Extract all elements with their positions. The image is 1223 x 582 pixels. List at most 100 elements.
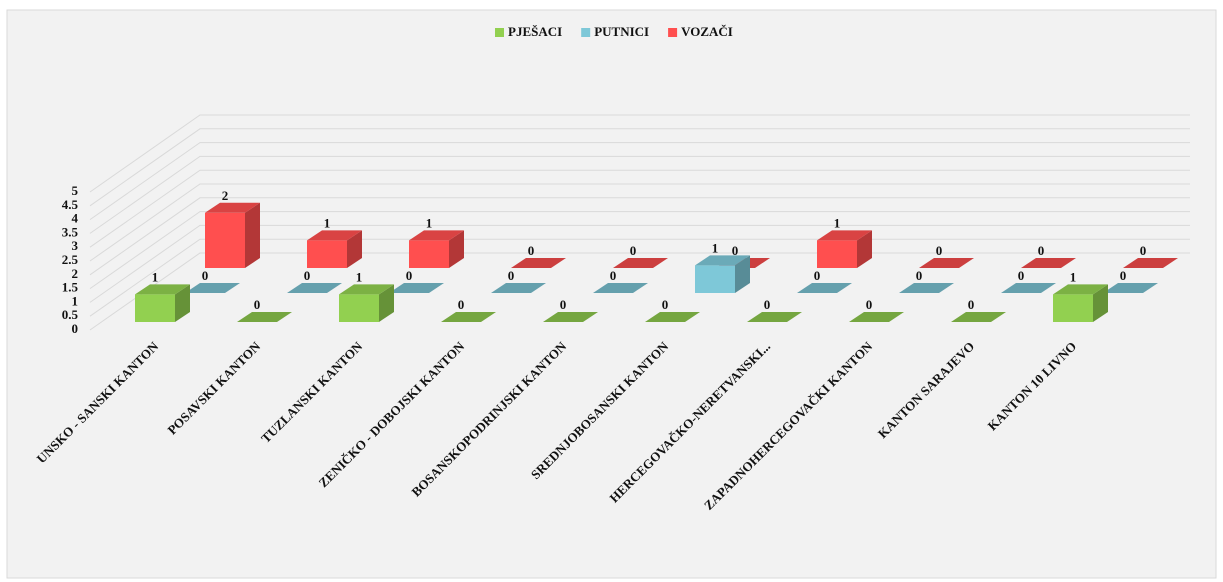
bar-top [849,312,904,322]
value-label: 1 [1070,269,1077,284]
bar-top [307,230,362,241]
value-label: 0 [968,297,975,312]
y-tick-label: 3 [72,238,79,253]
grid-line [89,155,1190,234]
value-label: 0 [458,297,465,312]
bar-side [379,284,394,322]
bar [409,230,464,268]
bar [1123,258,1178,268]
bar-top [409,230,464,241]
bar-front [695,265,735,293]
bar-top [645,312,700,322]
bar-top [695,255,750,266]
bar-top [511,258,566,268]
bar-side [245,202,260,268]
bar-top [899,283,954,293]
value-label: 0 [936,243,943,258]
grid-line [89,211,1190,290]
y-tick-label: 4 [72,211,79,226]
bar [441,312,496,322]
value-label: 2 [222,188,229,203]
value-label: 0 [630,243,637,258]
bar-top [491,283,546,293]
bar-top [593,283,648,293]
chart-area [6,9,1217,579]
value-label: 0 [304,268,311,283]
bar [205,202,260,268]
value-label: 1 [324,215,331,230]
value-label: 0 [254,297,261,312]
y-tick-label: 1 [72,293,79,308]
value-label: 0 [732,243,739,258]
bar [511,258,566,268]
value-label: 1 [834,215,841,230]
value-label: 0 [866,297,873,312]
bar-top [1103,283,1158,293]
bar-side [449,230,464,268]
bar-front [409,240,449,268]
legend-label: VOZAČI [681,24,733,39]
bar-front [135,294,175,322]
value-label: 1 [426,215,433,230]
value-label: 0 [202,268,209,283]
bar-top [613,258,668,268]
bar [237,312,292,322]
grid-line [89,142,1190,221]
value-label: 0 [560,297,567,312]
y-tick-label: 4.5 [62,197,79,212]
bar-top [543,312,598,322]
value-label: 0 [1120,268,1127,283]
y-tick-label: 0.5 [62,307,79,322]
y-tick-label: 1.5 [62,280,79,295]
bar [849,312,904,322]
bar [951,312,1006,322]
bar [593,283,648,293]
value-label: 0 [1038,243,1045,258]
bar-top [797,283,852,293]
bar-front [307,240,347,268]
bar [1103,283,1158,293]
bar-side [857,230,872,268]
legend-swatch [495,28,504,37]
bar [817,230,872,268]
bar-top [951,312,1006,322]
value-label: 0 [814,268,821,283]
bar [543,312,598,322]
bar-front [1053,294,1093,322]
bar [339,284,394,322]
bar [1053,284,1108,322]
value-label: 0 [916,268,923,283]
value-label: 0 [508,268,515,283]
bar [645,312,700,322]
bar-top [1123,258,1178,268]
bar-top [747,312,802,322]
grid-line [89,169,1190,248]
bar [389,283,444,293]
bar [797,283,852,293]
bar-top [919,258,974,268]
y-tick-label: 2 [72,266,79,281]
bar [613,258,668,268]
value-label: 0 [610,268,617,283]
bar-front [817,240,857,268]
grid-line [89,183,1190,262]
bar-top [441,312,496,322]
legend-label: PUTNICI [594,24,649,39]
bar [1001,283,1056,293]
bar-top [817,230,872,241]
legend-swatch [668,28,678,37]
y-tick-label: 0 [72,321,79,336]
bar [185,283,240,293]
value-label: 0 [764,297,771,312]
bar-side [1093,284,1108,322]
bar-top [287,283,342,293]
bar-front [205,212,245,268]
value-label: 0 [528,243,535,258]
bar-side [347,230,362,268]
y-tick-label: 5 [72,183,79,198]
bar [919,258,974,268]
grid-line [89,114,1190,193]
bar-top [237,312,292,322]
